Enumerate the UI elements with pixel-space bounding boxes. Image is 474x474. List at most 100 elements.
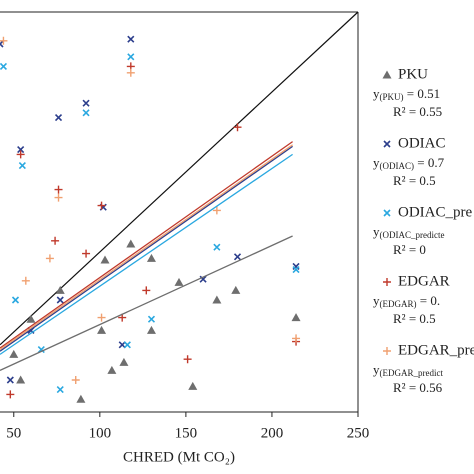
cross [18, 162, 26, 170]
legend-label: PKU [398, 66, 428, 82]
point [199, 275, 207, 283]
eq-y: y [373, 86, 380, 101]
cross [213, 243, 221, 251]
plus [51, 236, 60, 245]
point [21, 276, 30, 285]
legend-label: EDGAR_pre [398, 342, 474, 358]
cross [292, 266, 300, 274]
legend-label: ODIAC_pre [398, 204, 472, 220]
point [292, 266, 300, 274]
point [45, 254, 54, 263]
triangle [55, 285, 65, 294]
legend-label: EDGAR [398, 273, 450, 289]
fit-line [0, 153, 293, 355]
point [383, 209, 391, 217]
cross [233, 253, 242, 261]
point [6, 390, 15, 399]
x-tick-label: 200 [261, 425, 284, 441]
cross [82, 99, 90, 107]
point [127, 35, 135, 43]
equation: y(ODIAC_predicte [373, 224, 444, 240]
point [54, 185, 63, 194]
cross [127, 53, 135, 61]
point [18, 162, 26, 170]
cross [56, 296, 64, 304]
eq-sub: (ODIAC_predicte [380, 230, 445, 240]
cross [383, 140, 391, 148]
plus [233, 123, 242, 132]
point [16, 375, 26, 384]
fit-line [0, 141, 293, 349]
cross [199, 275, 207, 283]
cross [118, 341, 126, 349]
eq-sub: (ODIAC) [380, 161, 415, 171]
plus [21, 276, 30, 285]
fit-line [0, 235, 293, 371]
point [147, 315, 156, 323]
cross [127, 35, 135, 43]
x-tick-label: 150 [175, 425, 198, 441]
triangle [126, 239, 136, 248]
point [100, 255, 110, 264]
point [231, 285, 241, 294]
legend-label: ODIAC [398, 135, 446, 151]
triangle [382, 70, 392, 79]
point [119, 357, 129, 366]
point [213, 243, 221, 251]
eq-y: y [373, 293, 380, 308]
triangle [119, 357, 129, 366]
point [97, 325, 107, 334]
triangle [9, 349, 19, 358]
point [174, 277, 184, 286]
cross [54, 114, 63, 122]
plus [54, 193, 63, 202]
point [183, 355, 192, 364]
plus [292, 334, 301, 343]
point [0, 62, 8, 70]
plus [97, 201, 106, 210]
point [383, 140, 391, 148]
point [82, 249, 91, 258]
triangle [231, 285, 241, 294]
plus [97, 313, 106, 322]
point [97, 201, 106, 210]
point [382, 70, 392, 79]
point [51, 236, 60, 245]
point [0, 36, 8, 45]
point [26, 314, 36, 323]
cross [11, 296, 20, 304]
point [233, 253, 242, 261]
eq-rest: = 0. [417, 293, 441, 308]
triangle [174, 277, 184, 286]
fit-line [0, 145, 293, 352]
point [9, 349, 19, 358]
triangle [146, 253, 156, 262]
point [56, 386, 64, 394]
plus [126, 68, 135, 77]
cross [82, 109, 90, 117]
point [142, 286, 151, 295]
point [97, 313, 106, 322]
eq-sub: (PKU) [380, 92, 404, 102]
r-squared: R² = 0.5 [393, 311, 436, 326]
x-axis-label: CHRED (Mt CO₂) [123, 449, 235, 465]
point [17, 146, 25, 154]
point [188, 381, 198, 390]
eq-rest: = 0.7 [414, 155, 445, 170]
cross [17, 146, 25, 154]
x-tick-label: 250 [347, 425, 370, 441]
triangle [291, 313, 301, 322]
point [212, 295, 222, 304]
point [6, 376, 14, 384]
point [0, 40, 4, 48]
one-to-one-line [0, 11, 359, 346]
plus [212, 206, 221, 215]
point [82, 109, 90, 117]
point [126, 239, 136, 248]
cross [0, 40, 4, 48]
triangle [188, 381, 198, 390]
equation: y(ODIAC) = 0.7 [373, 155, 445, 171]
r-squared: R² = 0 [393, 242, 426, 257]
point [212, 206, 221, 215]
